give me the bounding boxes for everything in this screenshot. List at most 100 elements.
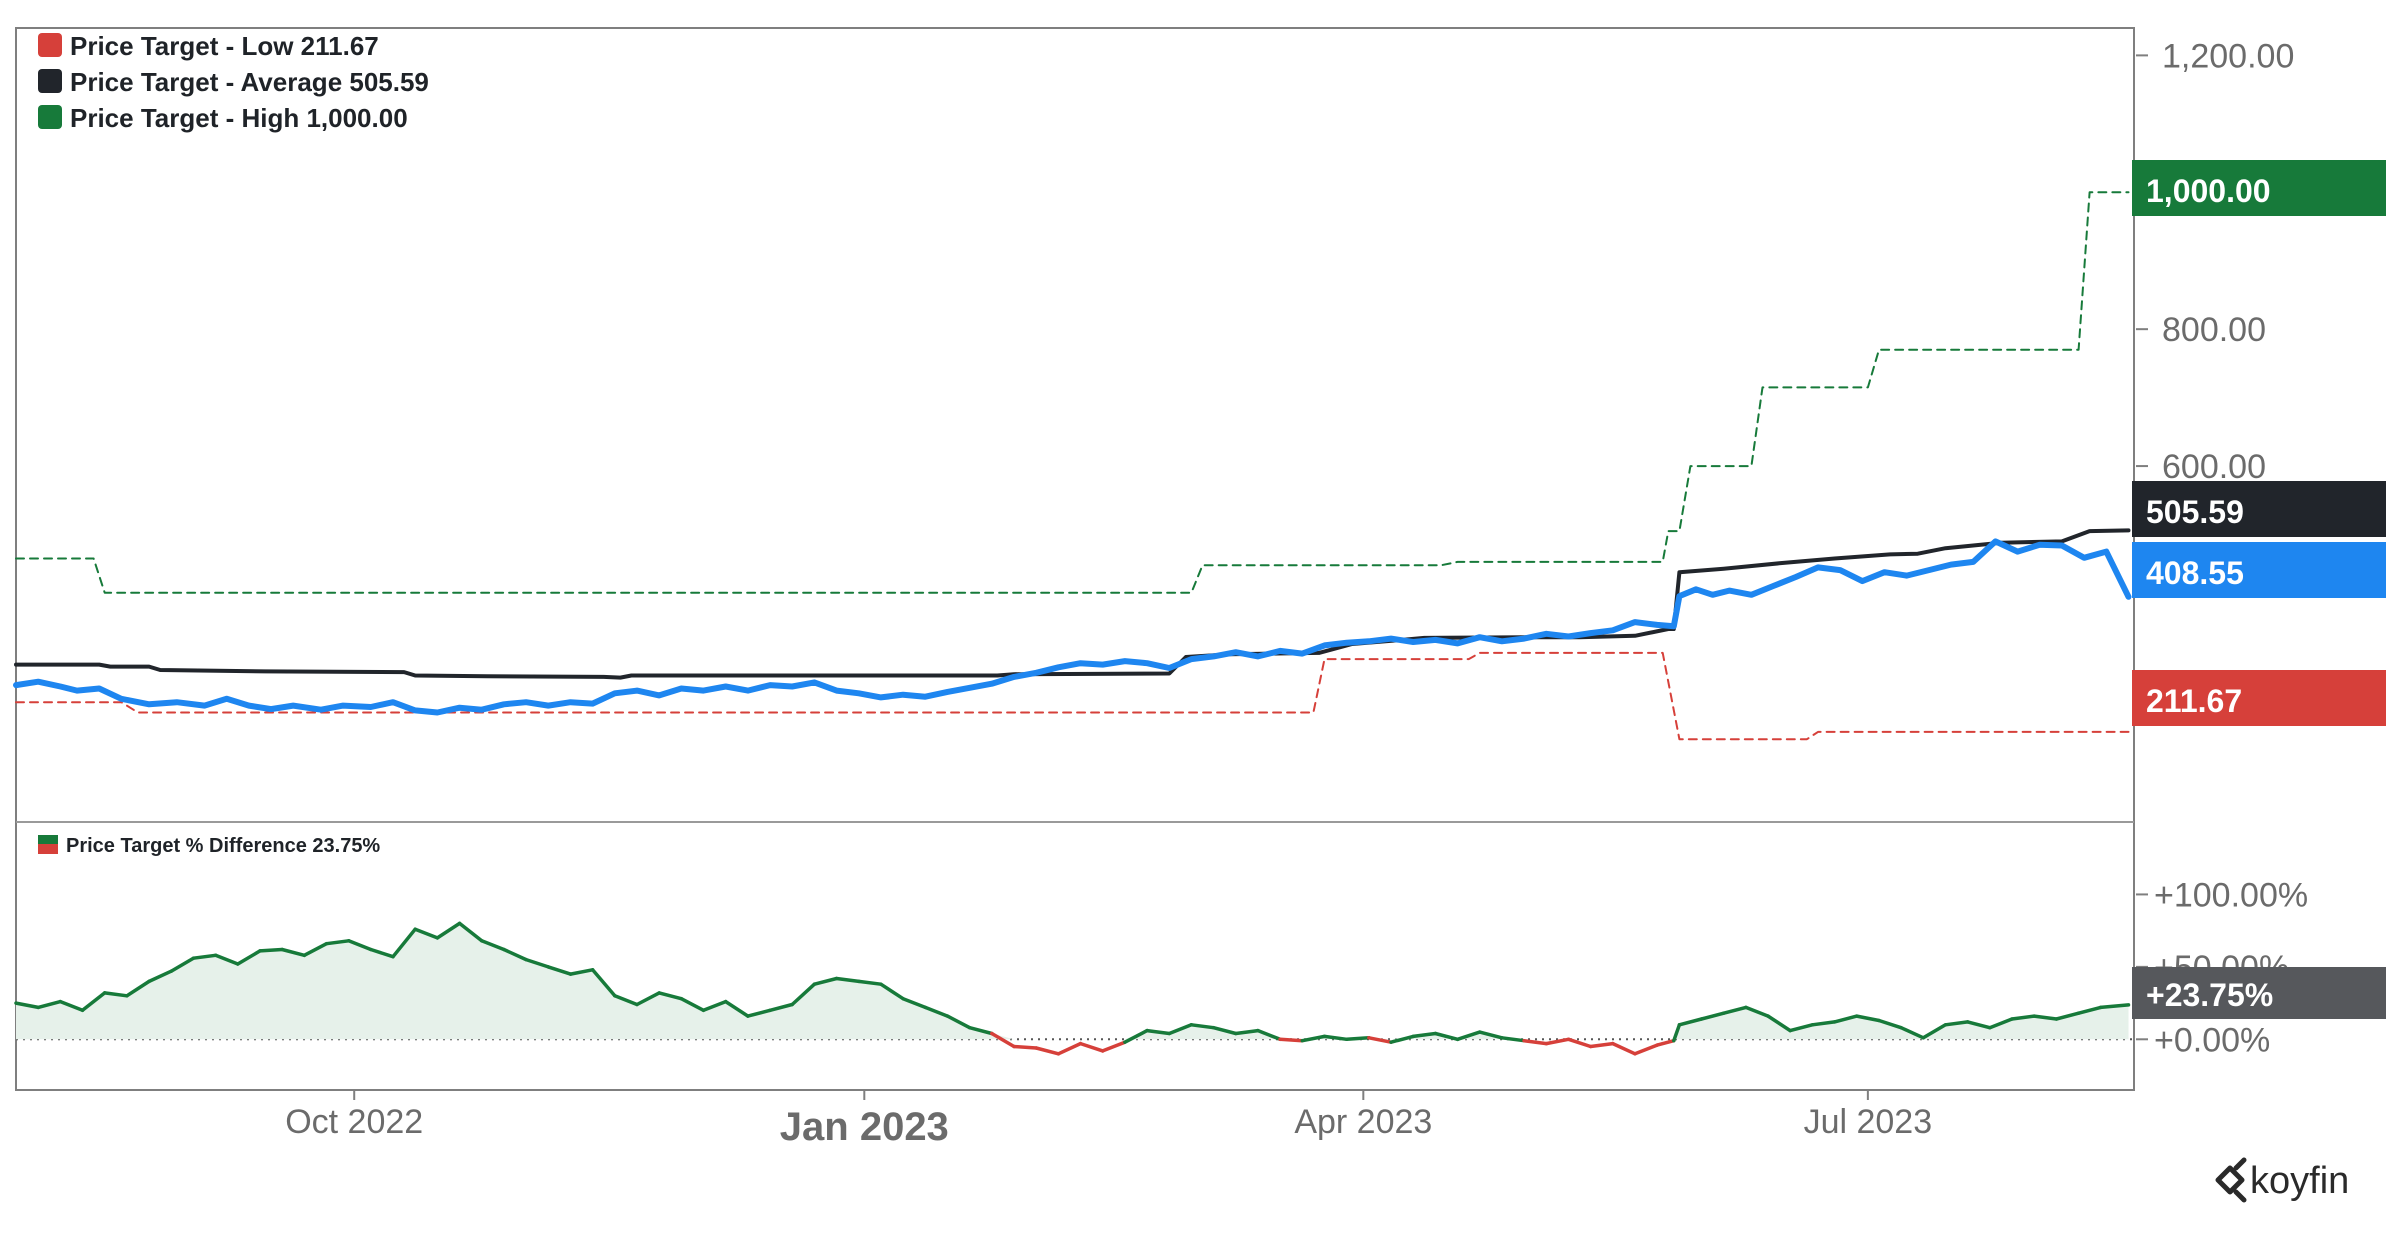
pct-line-segment	[524, 957, 551, 969]
pct-line-segment	[236, 949, 262, 966]
pct-line-segment	[1278, 1037, 1305, 1043]
pct-line-segment	[1433, 1031, 1460, 1042]
legend-pct[interactable]: Price Target % Difference 23.75%	[38, 835, 380, 857]
pct-line-segment	[1744, 1005, 1770, 1018]
pct-line-segment	[901, 996, 928, 1010]
y-axis-main: 1,200.00 800.00 600.00	[2136, 37, 2294, 486]
legend-item-low[interactable]: Price Target - Low 211.67	[38, 31, 379, 61]
pct-line-segment	[679, 996, 706, 1013]
badge-average: 505.59	[2132, 481, 2386, 537]
legend-swatch-pct-negative	[38, 844, 58, 854]
pct-line-segment	[125, 979, 151, 998]
pct-line-segment	[1522, 1038, 1549, 1046]
pct-line-segment	[1389, 1034, 1415, 1044]
pct-line-segment	[1234, 1028, 1260, 1036]
badge-high-bg	[2132, 160, 2386, 216]
pct-line-segment	[2054, 1011, 2081, 1021]
pct-line-segment	[834, 976, 861, 984]
pct-line-segment	[590, 968, 617, 998]
series-line-price-target-high[interactable]	[15, 191, 2130, 594]
pct-line-segment	[191, 953, 218, 960]
pct-line-segment	[635, 991, 661, 1007]
legend-label-high: Price Target - High 1,000.00	[70, 103, 408, 133]
price-target-plot	[13, 191, 2132, 741]
pct-line-segment	[1588, 1041, 1615, 1049]
y-tick-label: +100.00%	[2154, 876, 2308, 914]
pct-line-segment	[701, 999, 728, 1013]
pct-line-segment	[990, 1031, 1016, 1049]
pct-line-segment	[790, 982, 817, 1007]
legend-main: Price Target - Low 211.67 Price Target -…	[38, 31, 429, 133]
pct-line-segment	[1832, 1014, 1859, 1024]
pct-line-segment	[1788, 1023, 1815, 1033]
koyfin-logo-icon	[2215, 1157, 2247, 1203]
pct-line-segment	[457, 921, 484, 943]
pct-line-segment	[945, 1014, 972, 1030]
pct-line-segment	[502, 947, 528, 962]
pct-line-segment	[879, 982, 905, 1001]
pct-line-segment	[435, 921, 462, 940]
pct-line-segment	[1500, 1036, 1526, 1043]
pct-line-segment	[258, 947, 284, 953]
pct-line-segment	[369, 947, 395, 959]
badge-high-value: 1,000.00	[2146, 173, 2271, 209]
pct-line-segment	[1877, 1018, 1903, 1030]
pct-line-segment	[169, 956, 196, 973]
x-tick-label: Apr 2023	[1294, 1103, 1432, 1141]
legend-swatch-pct-positive	[38, 835, 58, 844]
pct-line-segment	[967, 1025, 994, 1036]
koyfin-logo[interactable]: koyfin	[2215, 1157, 2349, 1203]
pct-line-segment	[1056, 1041, 1083, 1056]
koyfin-logo-text: koyfin	[2250, 1160, 2349, 1202]
pct-line-segment	[324, 939, 351, 946]
pct-line-segment	[657, 991, 684, 1001]
pct-line-segment	[1344, 1036, 1371, 1042]
pct-line-segment	[391, 927, 417, 959]
pct-line-segment	[1633, 1043, 1659, 1056]
legend-item-high[interactable]: Price Target - High 1,000.00	[38, 103, 408, 133]
pct-line-segment	[1655, 1038, 1676, 1047]
pct-line-segment	[1899, 1025, 1926, 1040]
pct-area-fill	[16, 923, 2129, 1040]
pct-line-segment	[1965, 1020, 1992, 1030]
y-tick-label: 600.00	[2162, 448, 2266, 486]
pct-line-segment	[1012, 1044, 1038, 1050]
pct-line-segment	[613, 994, 639, 1007]
pct-line-segment	[413, 927, 440, 940]
x-tick-label: Oct 2022	[285, 1103, 423, 1141]
pct-line-segment	[1411, 1031, 1438, 1039]
badge-pct-bg	[2132, 967, 2386, 1019]
badge-pct-value: +23.75%	[2146, 977, 2273, 1013]
pct-line-segment	[1677, 1017, 1704, 1027]
pct-line-segment	[857, 979, 883, 986]
series-line-price[interactable]	[13, 538, 2132, 716]
badge-average-bg	[2132, 481, 2386, 537]
pct-line-segment	[923, 1005, 950, 1018]
badge-pct: +23.75%	[2132, 967, 2386, 1019]
pct-line-segment	[1100, 1040, 1127, 1053]
pct-line-segment	[746, 1008, 772, 1018]
pct-line-segment	[723, 999, 750, 1018]
pct-line-segment	[1189, 1023, 1216, 1030]
pct-line-segment	[147, 969, 173, 984]
badge-price-bg	[2132, 542, 2386, 598]
pct-line-segment	[102, 991, 129, 998]
pct-line-segment	[280, 947, 307, 958]
pct-line-segment	[2010, 1014, 2036, 1021]
pct-line-segment	[36, 999, 63, 1010]
badge-price: 408.55	[2132, 542, 2386, 598]
pct-line-segment	[1034, 1046, 1061, 1056]
legend-item-average[interactable]: Price Target - Average 505.59	[38, 67, 429, 97]
series-line-price-target-low[interactable]	[15, 651, 2130, 741]
pct-line-segment	[1721, 1005, 1748, 1015]
x-tick-label: Jan 2023	[780, 1105, 949, 1149]
pct-line-segment	[2032, 1014, 2059, 1021]
pct-line-segment	[479, 939, 506, 952]
pct-line-segment	[1855, 1014, 1881, 1023]
pct-line-segment	[812, 976, 839, 986]
pct-line-segment	[1300, 1034, 1327, 1043]
series-line-price-target-average[interactable]	[14, 528, 2131, 680]
legend-swatch-low	[38, 33, 62, 57]
pct-line-segment	[302, 941, 329, 958]
